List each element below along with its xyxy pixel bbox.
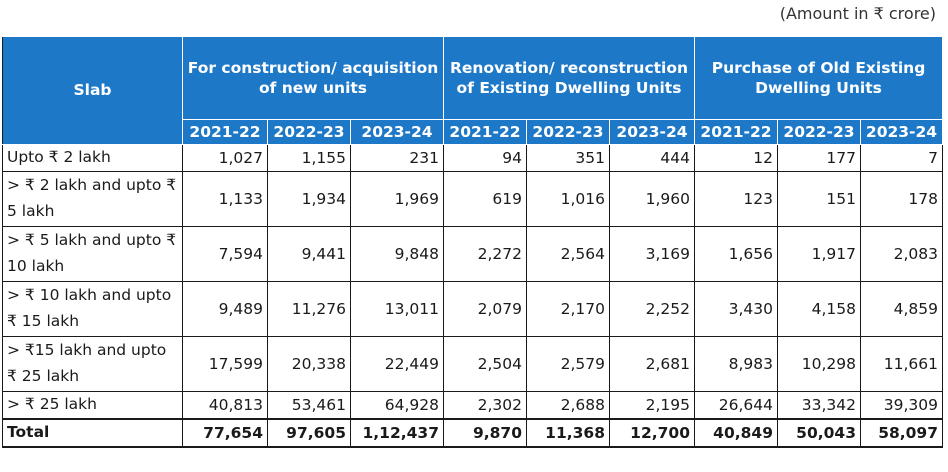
value-cell: 2,504 xyxy=(443,336,527,392)
year-header: 2022-23 xyxy=(526,119,610,145)
table-row: > ₹15 lakh and upto ₹ 25 lakh 17,599 20,… xyxy=(2,336,944,392)
total-row: Total 77,654 97,605 1,12,437 9,870 11,36… xyxy=(2,418,944,448)
value-cell: 9,848 xyxy=(350,226,444,282)
value-cell: 2,170 xyxy=(526,281,610,337)
total-value-cell: 12,700 xyxy=(609,418,695,448)
table-row: > ₹ 5 lakh and upto ₹ 10 lakh 7,594 9,44… xyxy=(2,226,944,282)
total-label: Total xyxy=(2,418,183,448)
group-header-new-units: For construction/ acquisition of new uni… xyxy=(182,36,444,120)
value-cell: 2,252 xyxy=(609,281,695,337)
value-cell: 39,309 xyxy=(859,391,944,420)
value-cell: 9,489 xyxy=(182,281,268,337)
value-cell: 177 xyxy=(777,144,861,172)
value-cell: 26,644 xyxy=(694,391,778,420)
value-cell: 22,449 xyxy=(350,336,444,392)
year-header: 2021-22 xyxy=(443,119,527,145)
table-row: > ₹ 10 lakh and upto ₹ 15 lakh 9,489 11,… xyxy=(2,281,944,337)
value-cell: 2,272 xyxy=(443,226,527,282)
housing-loan-slab-table: Slab For construction/ acquisition of ne… xyxy=(2,36,944,448)
year-header: 2022-23 xyxy=(777,119,861,145)
slab-cell: > ₹ 2 lakh and upto ₹ 5 lakh xyxy=(2,171,183,227)
slab-header: Slab xyxy=(2,36,183,145)
value-cell: 123 xyxy=(694,171,778,227)
value-cell: 94 xyxy=(443,144,527,172)
value-cell: 1,027 xyxy=(182,144,268,172)
total-value-cell: 1,12,437 xyxy=(350,418,444,448)
value-cell: 444 xyxy=(609,144,695,172)
value-cell: 178 xyxy=(859,171,944,227)
value-cell: 11,661 xyxy=(859,336,944,392)
value-cell: 64,928 xyxy=(350,391,444,420)
total-value-cell: 40,849 xyxy=(694,418,778,448)
year-header: 2023-24 xyxy=(350,119,444,145)
total-value-cell: 58,097 xyxy=(859,418,944,448)
value-cell: 4,859 xyxy=(859,281,944,337)
value-cell: 53,461 xyxy=(267,391,351,420)
total-value-cell: 50,043 xyxy=(777,418,861,448)
value-cell: 7 xyxy=(859,144,944,172)
year-header: 2021-22 xyxy=(182,119,268,145)
value-cell: 2,083 xyxy=(859,226,944,282)
value-cell: 1,016 xyxy=(526,171,610,227)
value-cell: 2,564 xyxy=(526,226,610,282)
year-header: 2023-24 xyxy=(859,119,944,145)
value-cell: 17,599 xyxy=(182,336,268,392)
slab-cell: > ₹ 5 lakh and upto ₹ 10 lakh xyxy=(2,226,183,282)
amount-unit-caption: (Amount in ₹ crore) xyxy=(779,4,936,23)
value-cell: 13,011 xyxy=(350,281,444,337)
value-cell: 10,298 xyxy=(777,336,861,392)
value-cell: 2,079 xyxy=(443,281,527,337)
value-cell: 2,688 xyxy=(526,391,610,420)
total-value-cell: 11,368 xyxy=(526,418,610,448)
value-cell: 2,195 xyxy=(609,391,695,420)
year-header: 2021-22 xyxy=(694,119,778,145)
table-row: > ₹ 2 lakh and upto ₹ 5 lakh 1,133 1,934… xyxy=(2,171,944,227)
slab-cell: > ₹ 10 lakh and upto ₹ 15 lakh xyxy=(2,281,183,337)
value-cell: 2,681 xyxy=(609,336,695,392)
value-cell: 3,430 xyxy=(694,281,778,337)
value-cell: 3,169 xyxy=(609,226,695,282)
total-value-cell: 9,870 xyxy=(443,418,527,448)
year-header: 2022-23 xyxy=(267,119,351,145)
value-cell: 351 xyxy=(526,144,610,172)
value-cell: 2,579 xyxy=(526,336,610,392)
value-cell: 12 xyxy=(694,144,778,172)
value-cell: 619 xyxy=(443,171,527,227)
value-cell: 1,656 xyxy=(694,226,778,282)
slab-cell: > ₹ 25 lakh xyxy=(2,391,183,420)
total-value-cell: 77,654 xyxy=(182,418,268,448)
group-header-renovation: Renovation/ reconstruction of Existing D… xyxy=(443,36,695,120)
value-cell: 8,983 xyxy=(694,336,778,392)
value-cell: 20,338 xyxy=(267,336,351,392)
value-cell: 151 xyxy=(777,171,861,227)
table-row: > ₹ 25 lakh 40,813 53,461 64,928 2,302 2… xyxy=(2,391,944,420)
value-cell: 11,276 xyxy=(267,281,351,337)
value-cell: 1,934 xyxy=(267,171,351,227)
value-cell: 1,133 xyxy=(182,171,268,227)
value-cell: 1,960 xyxy=(609,171,695,227)
value-cell: 1,969 xyxy=(350,171,444,227)
value-cell: 7,594 xyxy=(182,226,268,282)
slab-cell: Upto ₹ 2 lakh xyxy=(2,144,183,172)
slab-cell: > ₹15 lakh and upto ₹ 25 lakh xyxy=(2,336,183,392)
value-cell: 231 xyxy=(350,144,444,172)
value-cell: 9,441 xyxy=(267,226,351,282)
table-row: Upto ₹ 2 lakh 1,027 1,155 231 94 351 444… xyxy=(2,144,944,172)
value-cell: 1,917 xyxy=(777,226,861,282)
value-cell: 40,813 xyxy=(182,391,268,420)
year-header: 2023-24 xyxy=(609,119,695,145)
value-cell: 4,158 xyxy=(777,281,861,337)
value-cell: 2,302 xyxy=(443,391,527,420)
total-value-cell: 97,605 xyxy=(267,418,351,448)
group-header-old-units: Purchase of Old Existing Dwelling Units xyxy=(693,36,944,120)
value-cell: 1,155 xyxy=(267,144,351,172)
value-cell: 33,342 xyxy=(777,391,861,420)
